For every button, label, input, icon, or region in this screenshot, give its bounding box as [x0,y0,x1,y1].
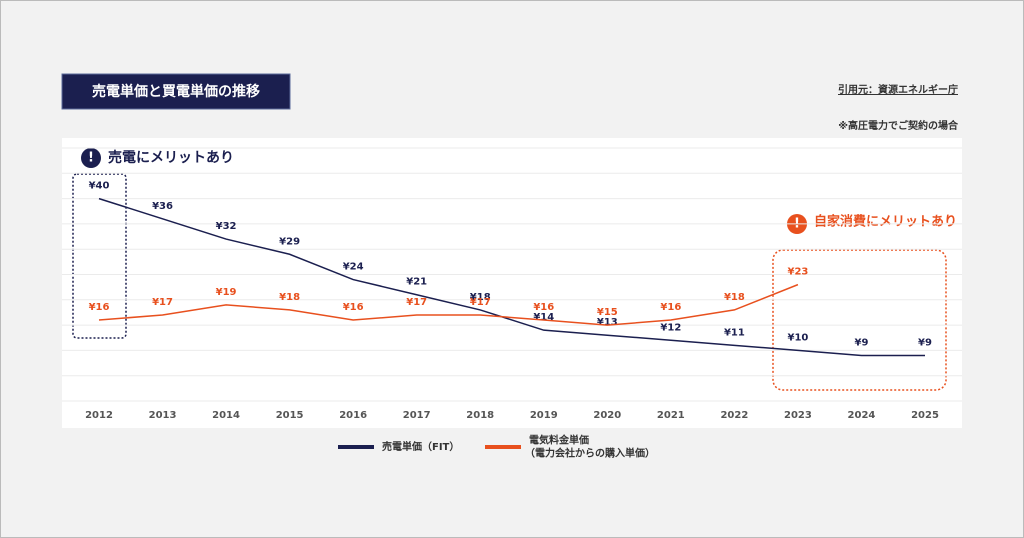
data-label: ¥23 [787,267,808,278]
source: 引用元：資源エネルギー庁 [838,83,958,96]
data-label: ¥13 [597,317,618,328]
legend-label: 売電単価（FIT） [382,440,459,453]
data-label: ¥40 [89,181,110,192]
x-tick-label: 2020 [593,410,621,421]
x-tick-label: 2012 [85,410,113,421]
data-label: ¥18 [279,292,300,303]
x-tick-label: 2025 [911,410,939,421]
note: ※高圧電力でご契約の場合 [838,119,959,132]
highlight-box [772,249,947,391]
x-tick-label: 2014 [212,410,240,421]
data-label: ¥36 [152,201,173,212]
legend-label: 電気料金単価（電力会社からの購入単価） [525,434,655,460]
data-label: ¥17 [406,297,427,308]
x-tick-label: 2023 [784,410,812,421]
data-label: ¥16 [660,302,681,313]
x-tick-label: 2013 [149,410,177,421]
series-line [98,197,925,357]
data-label: ¥29 [279,236,300,247]
x-tick-label: 2016 [339,410,367,421]
chart-panel [62,138,962,428]
x-tick-label: 2024 [848,410,876,421]
data-label: ¥21 [406,277,427,288]
data-label: ¥9 [855,337,869,348]
title-box [61,73,291,110]
data-label: ¥32 [216,221,237,232]
annotation: 売電にメリットあり [108,149,234,166]
data-label: ¥16 [533,302,554,313]
data-label: ¥14 [533,312,554,323]
data-label: ¥16 [89,302,110,313]
highlight-box [72,173,127,339]
data-label: ¥16 [343,302,364,313]
data-label: ¥17 [152,297,173,308]
x-tick-label: 2019 [530,410,558,421]
chart-title: 売電単価と買電単価の推移 [92,83,260,100]
data-label: ¥24 [343,262,364,273]
data-label: ¥11 [724,327,745,338]
alert-icon-mark: ! [88,151,94,166]
x-tick-label: 2015 [276,410,304,421]
series-line [98,283,799,326]
data-label: ¥17 [470,297,491,308]
x-tick-label: 2017 [403,410,431,421]
data-label: ¥9 [918,337,932,348]
data-label: ¥12 [660,322,681,333]
data-label: ¥18 [724,292,745,303]
x-tick-label: 2022 [720,410,748,421]
x-tick-label: 2021 [657,410,685,421]
annotation: 自家消費にメリットあり [814,214,957,230]
alert-icon [81,148,101,168]
data-label: ¥19 [216,287,237,298]
data-label: ¥10 [787,332,808,343]
data-label: ¥18 [470,292,491,303]
x-tick-label: 2018 [466,410,494,421]
data-label: ¥15 [597,307,618,318]
